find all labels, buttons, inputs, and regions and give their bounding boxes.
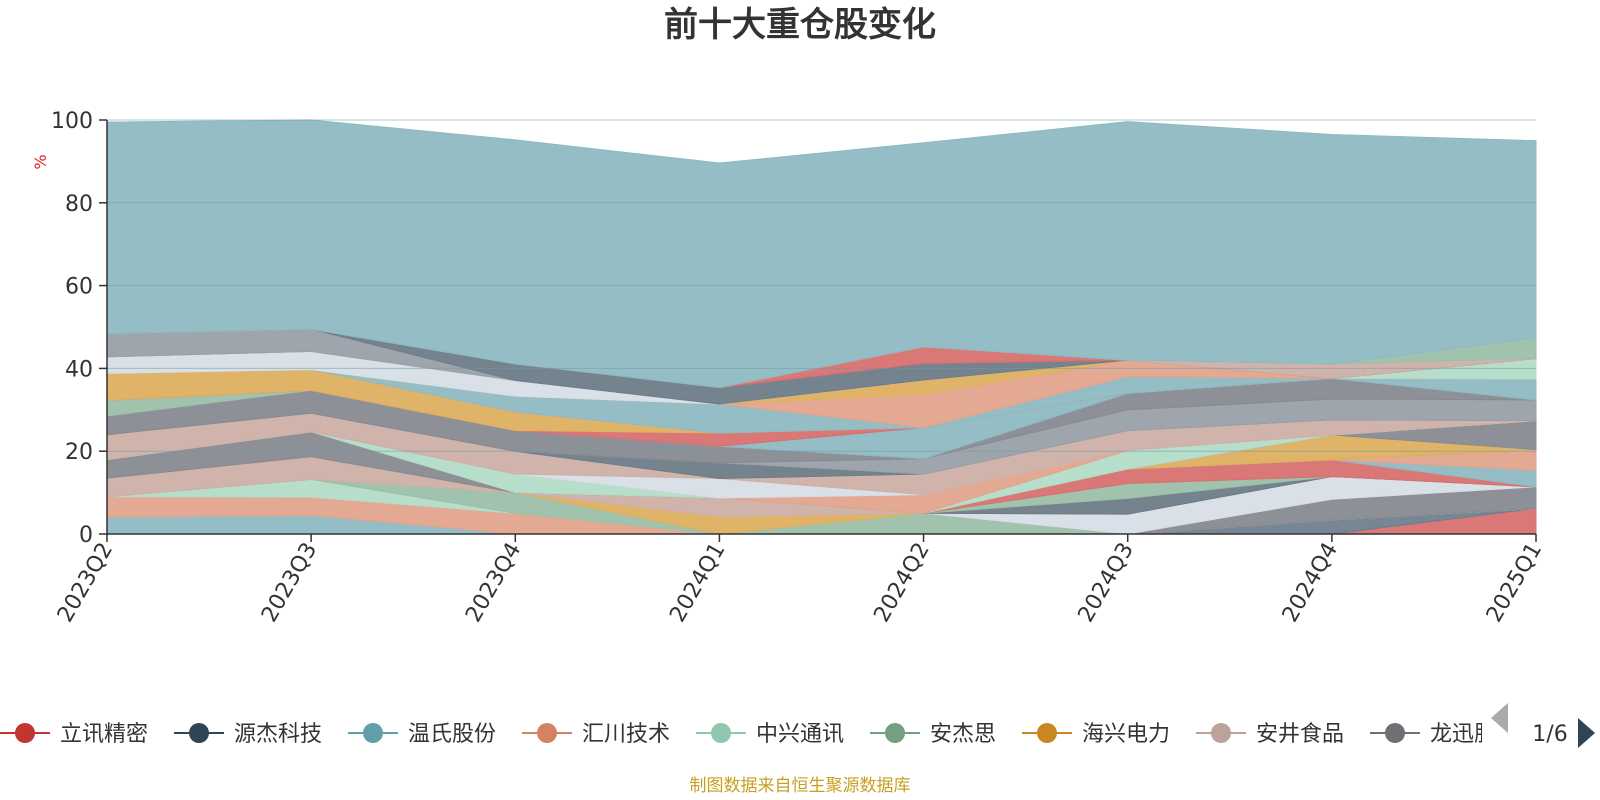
legend-label: 安井食品	[1256, 722, 1344, 747]
legend-item[interactable]: 安井食品	[1196, 722, 1344, 747]
legend-item[interactable]: 源杰科技	[174, 722, 322, 747]
y-tick-label: 60	[65, 275, 93, 300]
legend-label: 立讯精密	[60, 722, 148, 747]
legend-item[interactable]: 海兴电力	[1022, 722, 1170, 747]
x-tick-label: 2024Q1	[665, 539, 730, 627]
y-axis-unit: %	[31, 154, 50, 169]
x-tick-label: 2023Q2	[53, 539, 118, 627]
legend-label: 安杰思	[930, 722, 996, 747]
grid-lines	[107, 119, 1536, 452]
x-tick-label: 2023Q4	[461, 539, 526, 627]
legend-label: 温氏股份	[408, 722, 496, 747]
chart-title: 前十大重仓股变化	[664, 5, 936, 45]
legend-marker-icon	[1385, 723, 1405, 743]
legend-marker-icon	[711, 723, 731, 743]
y-tick-label: 100	[51, 109, 93, 134]
legend-item[interactable]: 安杰思	[870, 722, 996, 747]
legend-prev-icon[interactable]	[1491, 703, 1508, 733]
legend: 立讯精密 源杰科技 温氏股份 汇川技术 中兴通讯 安杰思 海兴电力 安井食品 龙迅股份	[0, 722, 1518, 747]
legend-marker-icon	[885, 723, 905, 743]
stacked-areas	[106, 119, 1537, 535]
legend-item[interactable]: 中兴通讯	[696, 722, 844, 747]
x-tick-label: 2024Q3	[1074, 539, 1139, 627]
legend-label: 海兴电力	[1082, 722, 1170, 747]
x-tick-label: 2025Q1	[1482, 539, 1547, 627]
legend-label: 中兴通讯	[756, 722, 844, 747]
legend-label: 龙迅股份	[1430, 722, 1518, 747]
x-axis: 2023Q2 2023Q3 2023Q4 2024Q1 2024Q2 2024Q3 2024…	[53, 533, 1547, 627]
y-tick-label: 0	[79, 523, 93, 548]
legend-marker-icon	[189, 723, 209, 743]
x-tick-label: 2024Q2	[869, 539, 934, 627]
y-tick-label: 80	[65, 192, 93, 217]
y-tick-label: 40	[65, 357, 93, 382]
y-tick-label: 20	[65, 440, 93, 465]
legend-page-indicator: 1/6	[1532, 722, 1567, 747]
y-axis: 0 20 40 60 80 100	[51, 109, 108, 548]
legend-item[interactable]: 温氏股份	[348, 722, 496, 747]
source-note: 制图数据来自恒生聚源数据库	[690, 776, 911, 796]
x-tick-label: 2024Q4	[1278, 539, 1343, 627]
legend-label: 源杰科技	[234, 722, 322, 747]
legend-label: 汇川技术	[582, 722, 670, 747]
area-series-41	[106, 119, 1537, 388]
legend-marker-icon	[537, 723, 557, 743]
legend-item[interactable]: 汇川技术	[522, 722, 670, 747]
x-tick-label: 2023Q3	[257, 539, 322, 627]
legend-pager: 1/6	[1491, 703, 1595, 748]
legend-next-icon[interactable]	[1578, 718, 1595, 748]
legend-marker-icon	[1211, 723, 1231, 743]
legend-marker-icon	[15, 723, 35, 743]
legend-marker-icon	[1037, 723, 1057, 743]
legend-item[interactable]: 龙迅股份	[1370, 722, 1518, 747]
legend-item[interactable]: 立讯精密	[0, 722, 148, 747]
legend-marker-icon	[363, 723, 383, 743]
